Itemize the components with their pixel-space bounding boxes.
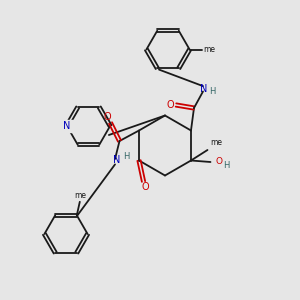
Text: me: me (203, 45, 215, 54)
Text: O: O (141, 182, 149, 193)
Text: H: H (209, 87, 216, 96)
Text: H: H (123, 152, 129, 161)
Text: N: N (63, 121, 70, 131)
Text: O: O (103, 112, 111, 122)
Text: N: N (113, 154, 120, 165)
Text: O: O (215, 158, 222, 166)
Text: me: me (210, 138, 222, 147)
Text: O: O (166, 100, 174, 110)
Text: H: H (223, 161, 229, 170)
Text: N: N (200, 83, 207, 94)
Text: me: me (74, 191, 86, 200)
